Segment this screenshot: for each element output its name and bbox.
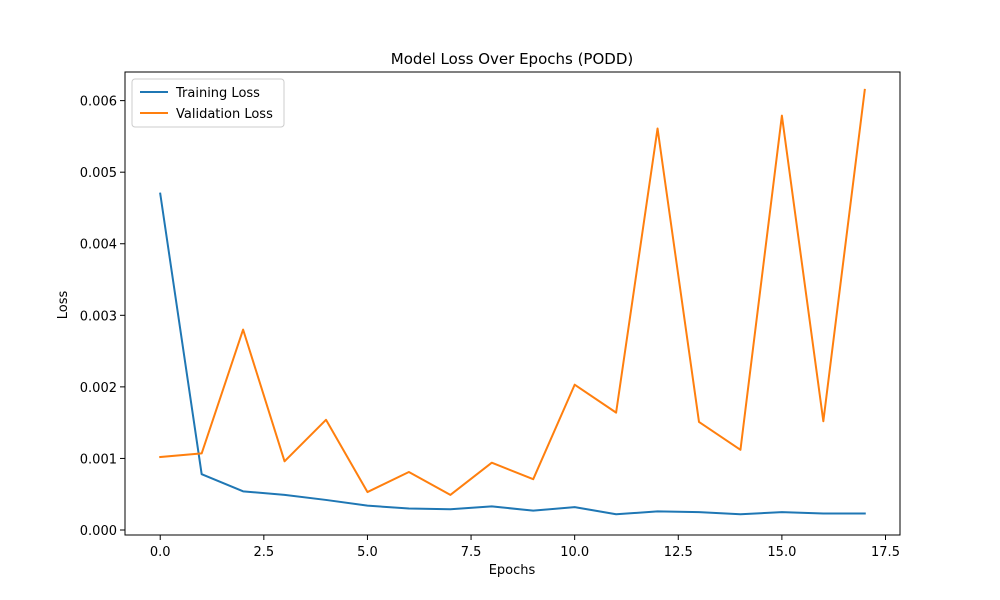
y-tick-label: 0.002 bbox=[80, 381, 117, 396]
y-tick-label: 0.005 bbox=[80, 166, 117, 181]
x-tick-label: 0.0 bbox=[150, 545, 171, 560]
y-tick-label: 0.003 bbox=[80, 309, 117, 324]
legend-label-0: Training Loss bbox=[175, 86, 260, 101]
y-axis-title: Loss bbox=[56, 291, 71, 320]
x-axis-title: Epochs bbox=[489, 563, 536, 578]
legend-label-1: Validation Loss bbox=[176, 107, 273, 122]
legend-box bbox=[131, 78, 285, 128]
x-tick-label: 12.5 bbox=[664, 545, 693, 560]
series-line-0 bbox=[159, 192, 866, 516]
y-tick-label: 0.000 bbox=[80, 524, 117, 539]
y-tick-label: 0.001 bbox=[80, 452, 117, 467]
axes-frame bbox=[124, 71, 901, 536]
x-tick-label: 5.0 bbox=[357, 545, 378, 560]
x-tick-label: 2.5 bbox=[253, 545, 274, 560]
y-tick-label: 0.006 bbox=[80, 95, 117, 110]
chart-title: Model Loss Over Epochs (PODD) bbox=[391, 50, 634, 68]
plot-area: 0.0 2.5 5.0 7.5 10.0 12.5 15.0 17.5 0.000 0.001 0.… bbox=[80, 71, 901, 560]
x-tick-label: 15.0 bbox=[767, 545, 796, 560]
x-tick-label: 10.0 bbox=[560, 545, 589, 560]
series-line-1 bbox=[159, 88, 866, 496]
y-tick-label: 0.004 bbox=[80, 238, 117, 253]
x-tick-label: 7.5 bbox=[461, 545, 482, 560]
x-tick-label: 17.5 bbox=[871, 545, 900, 560]
